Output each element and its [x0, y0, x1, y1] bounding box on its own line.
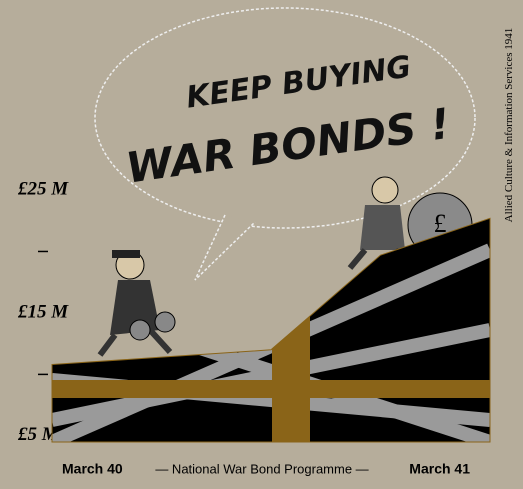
flag-cross — [52, 380, 490, 398]
subtitle: — National War Bond Programme — — [155, 461, 368, 476]
x-tick-label: March 40 — [62, 461, 123, 477]
y-tick-label: £15 M — [17, 301, 69, 322]
credit: Allied Culture & Information Services 19… — [503, 28, 515, 223]
poster: KEEP BUYING WAR BONDS ! Allied Culture &… — [0, 0, 523, 489]
y-tick-label: £25 M — [17, 178, 69, 199]
x-tick-label: March 41 — [409, 461, 470, 477]
